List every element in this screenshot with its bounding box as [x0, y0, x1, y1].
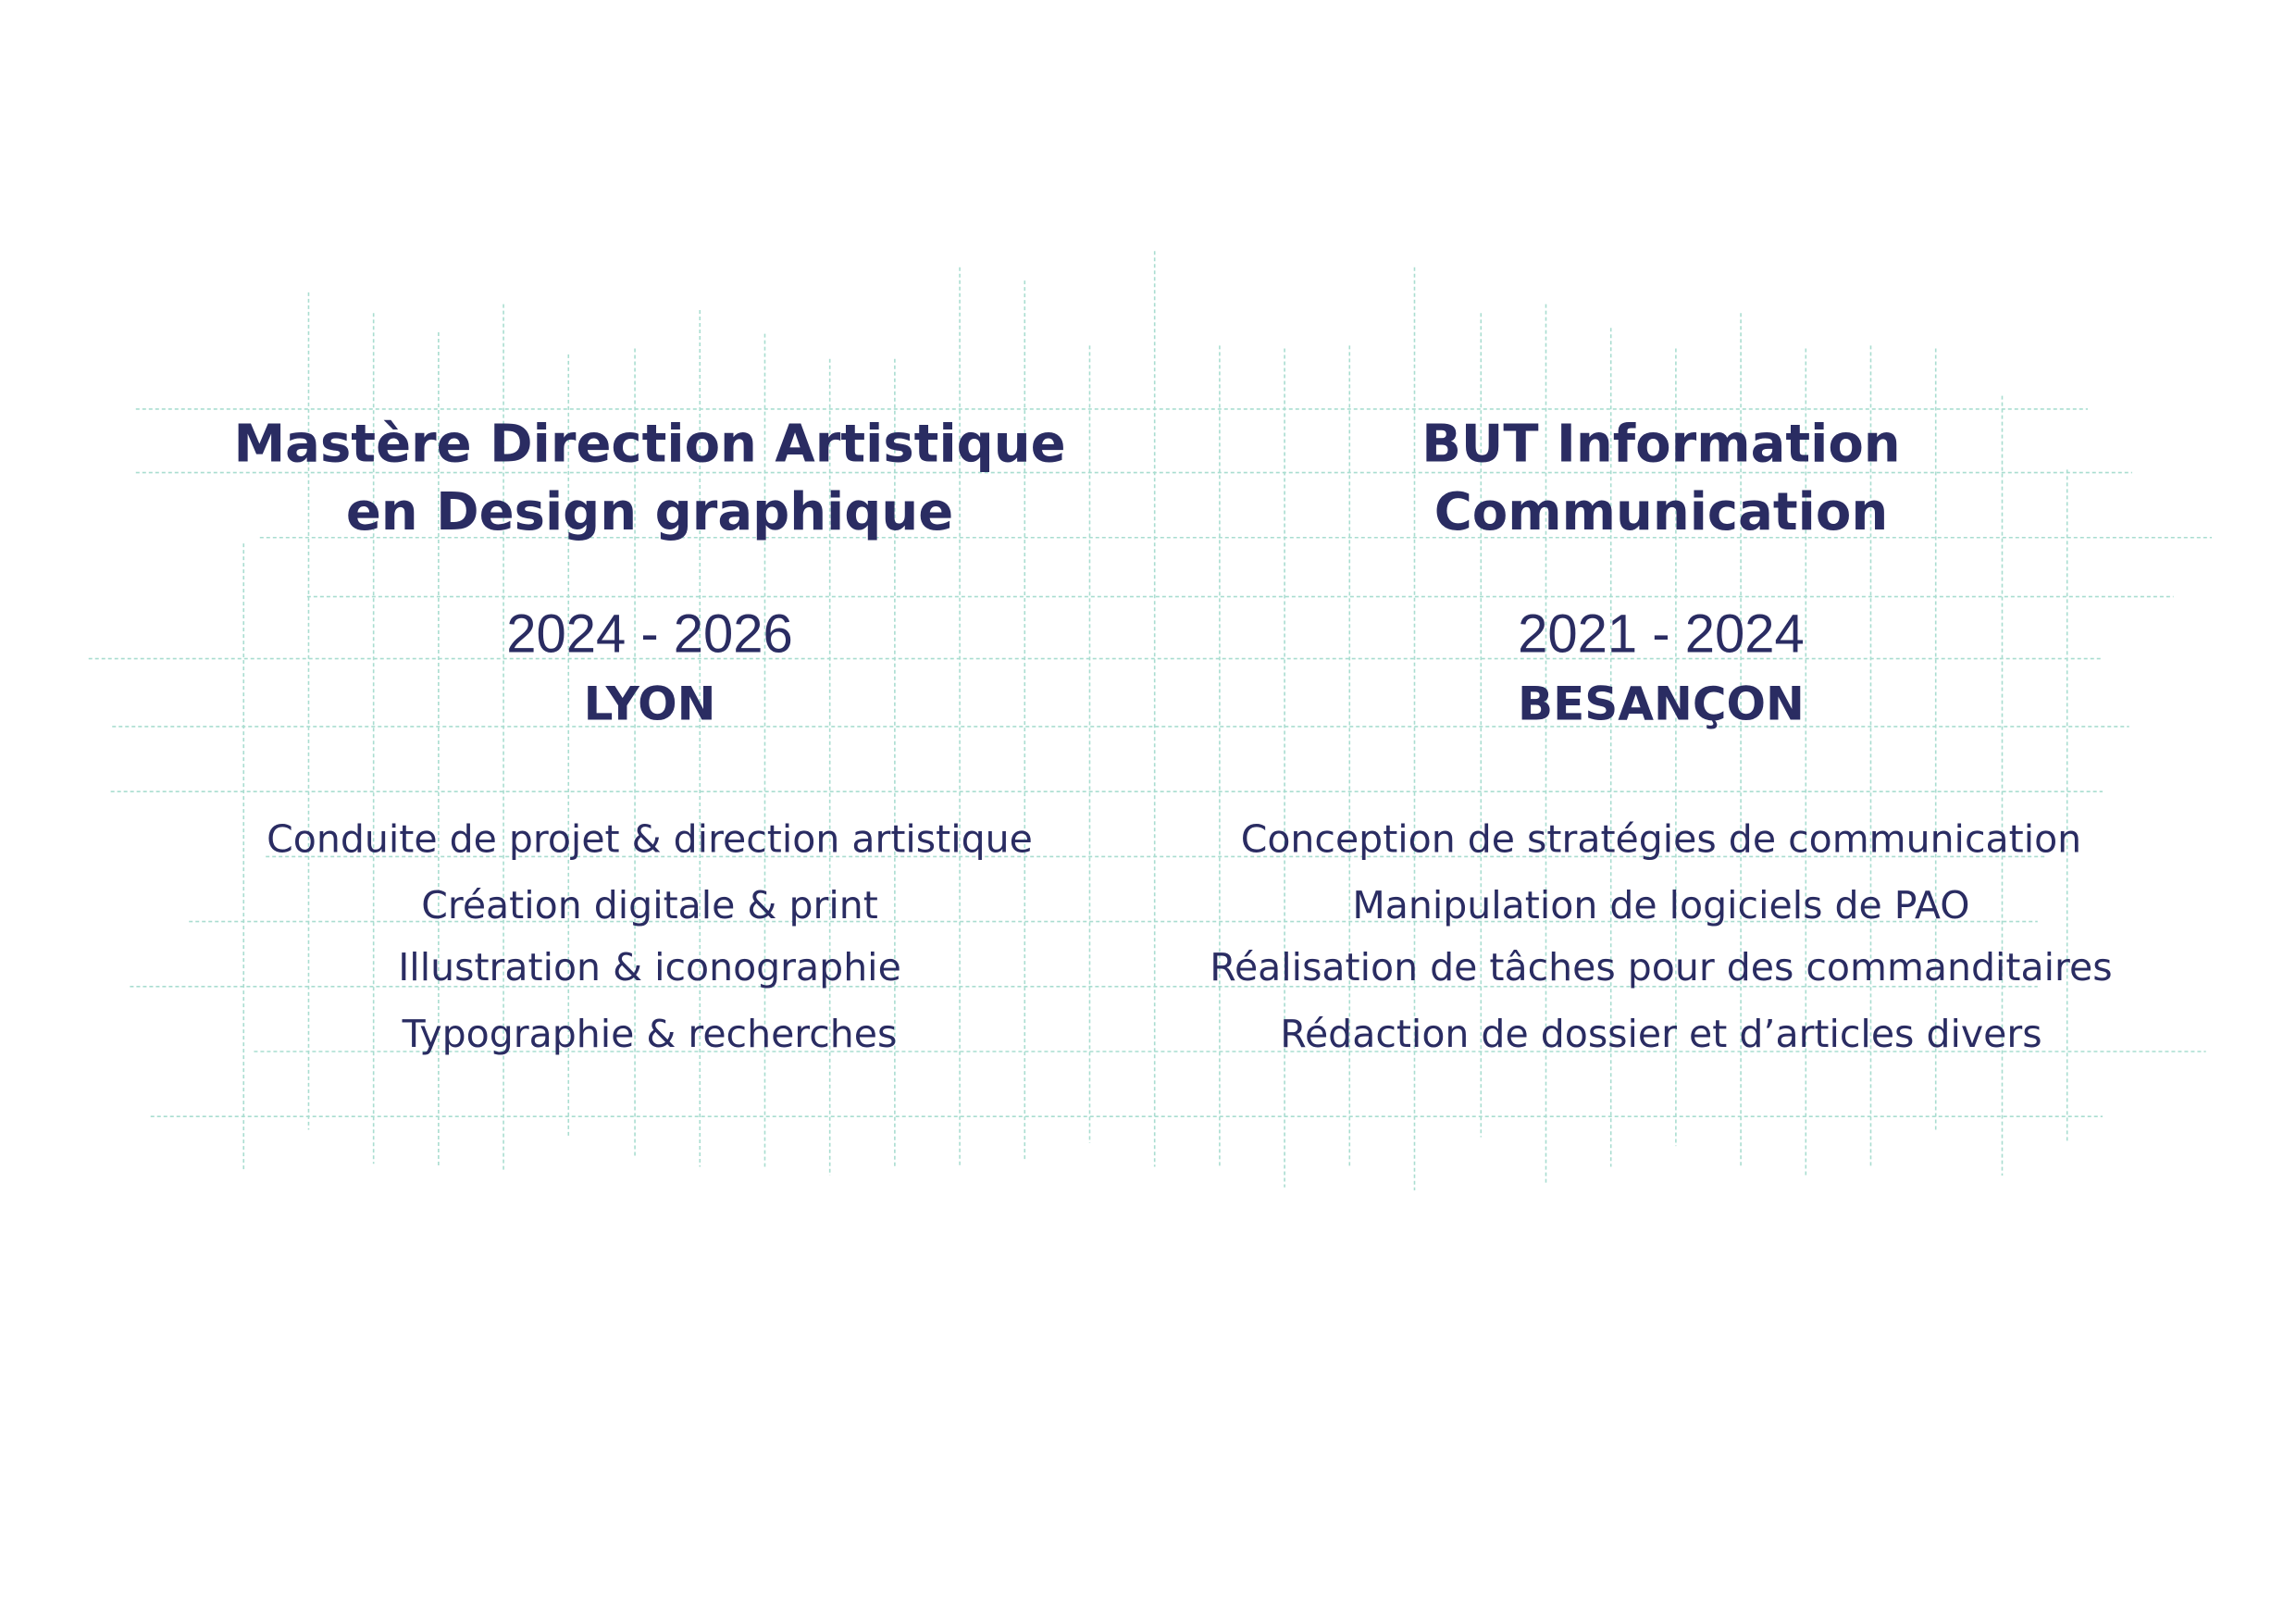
education-column: BUT Information Communication 2021 - 2024 B… — [1210, 415, 2112, 1056]
city: BESANÇON — [1518, 678, 1805, 731]
skill-item: Manipulation de logiciels de PAO — [1352, 883, 1969, 927]
skill-item: Typographie & recherches — [402, 1012, 898, 1056]
skill-item: Réalisation de tâches pour des commandit… — [1210, 945, 2112, 989]
degree-title: BUT Information — [1421, 415, 1900, 475]
degree-title: en Design graphique — [346, 482, 953, 542]
skill-item: Création digitale & print — [421, 883, 878, 927]
skill-item: Rédaction de dossier et d’articles diver… — [1280, 1012, 2042, 1056]
city: LYON — [584, 678, 716, 731]
skill-item: Conception de stratégies de communicatio… — [1241, 816, 2081, 861]
skill-item: Conduite de projet & direction artistiqu… — [267, 816, 1033, 861]
years: 2024 - 2026 — [506, 604, 793, 665]
years: 2021 - 2024 — [1518, 604, 1805, 665]
skill-item: Illustration & iconographie — [398, 945, 901, 989]
education-column: Mastère Direction Artistique en Design gr… — [233, 415, 1065, 1056]
grid-background — [88, 251, 2213, 1190]
degree-title: Mastère Direction Artistique — [233, 415, 1065, 475]
degree-title: Communication — [1434, 482, 1889, 542]
